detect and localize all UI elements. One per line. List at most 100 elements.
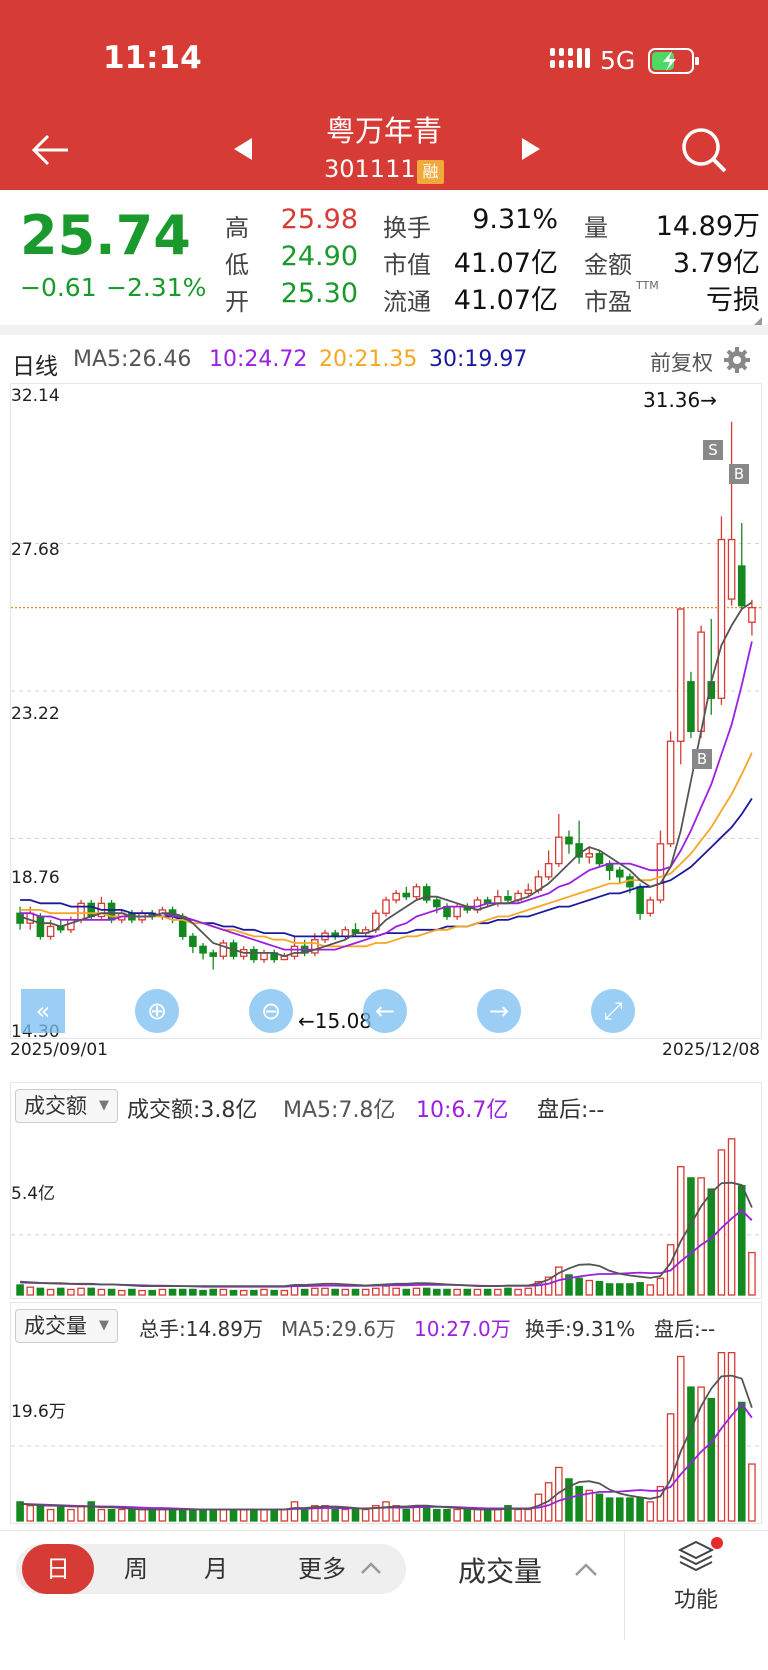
zoom-out-button[interactable]: ⊖ (249, 989, 293, 1033)
high-label: 高 (225, 214, 249, 242)
candle-body (382, 899, 390, 914)
layers-icon[interactable] (676, 1536, 726, 1580)
function-label[interactable]: 功能 (674, 1588, 719, 1613)
volume-bar (77, 1505, 85, 1522)
chart-header: 日线 MA5:26.46 10:24.72 20:21.35 30:19.97 … (0, 335, 768, 385)
volume-chart[interactable]: 成交量 ▼ 总手:14.89万 MA5:29.6万 10:27.0万 换手:9.3… (10, 1302, 762, 1524)
amount-bar (707, 1188, 716, 1296)
candle-body (636, 886, 644, 914)
volume-bar (707, 1397, 716, 1522)
candle-body (87, 902, 96, 918)
battery-icon (648, 47, 700, 75)
amount-bar (524, 1287, 533, 1296)
volume-bar (117, 1508, 126, 1522)
amount-bar (473, 1288, 482, 1296)
tab-month[interactable]: 月 (204, 1555, 228, 1583)
amount-bar (260, 1288, 268, 1296)
candle-body (219, 942, 228, 957)
candle-body (504, 896, 512, 901)
amount-bar (229, 1289, 238, 1296)
sell-marker[interactable]: S (703, 440, 723, 460)
candle-body (524, 889, 533, 895)
amount-ma5: MA5:7.8亿 (283, 1098, 396, 1123)
chevron-up-icon[interactable] (574, 1562, 598, 1578)
rewind-button[interactable]: « (21, 989, 65, 1033)
candle-body (585, 853, 594, 858)
low-label: 低 (225, 251, 249, 279)
volume-value: 14.89万 (655, 211, 760, 242)
amount-selector[interactable]: 成交额 ▼ (15, 1089, 118, 1123)
volume-bar (636, 1497, 644, 1522)
amount-bar (250, 1289, 258, 1296)
volume-bar (280, 1508, 289, 1522)
amount-bar (412, 1287, 421, 1296)
volume-bar (504, 1505, 512, 1522)
volume-ma10: 10:27.0万 (414, 1317, 511, 1341)
status-time: 11:14 (103, 40, 202, 76)
network-type: 5G (600, 46, 636, 75)
candle-body (422, 886, 431, 901)
candle-body (412, 886, 421, 898)
amount-bar (56, 1287, 65, 1296)
chevron-up-icon[interactable] (360, 1560, 382, 1576)
volume-bar (443, 1508, 451, 1522)
zoom-in-icon: ⊕ (146, 997, 168, 1025)
period-label[interactable]: 日线 (12, 354, 58, 380)
candle-body (199, 945, 207, 954)
candle-body (260, 952, 268, 961)
amount-selector-label: 成交额 (24, 1094, 87, 1118)
ma5-value: MA5:26.46 (73, 347, 192, 372)
zoom-in-button[interactable]: ⊕ (135, 989, 179, 1033)
candle-body (341, 929, 350, 938)
amount-bar (199, 1289, 207, 1296)
volume-bar (372, 1505, 380, 1522)
volume-bar (178, 1508, 187, 1522)
tab-day[interactable]: 日 (22, 1544, 94, 1594)
amount-bar (280, 1289, 289, 1296)
x-start-date: 2025/09/01 (10, 1040, 108, 1060)
candle-body (727, 538, 736, 600)
market-cap-value: 41.07亿 (453, 248, 558, 279)
tab-more[interactable]: 更多 (298, 1555, 346, 1583)
adjust-mode[interactable]: 前复权 (650, 351, 713, 375)
volume-selector[interactable]: 成交量 ▼ (15, 1309, 118, 1343)
volume-bar (56, 1505, 65, 1522)
price-change-pct: −2.31% (106, 273, 207, 302)
candle-body (748, 607, 756, 623)
tab-week[interactable]: 周 (124, 1555, 148, 1583)
amount-value: 成交额:3.8亿 (127, 1098, 258, 1123)
fullscreen-button[interactable]: ⤢ (591, 989, 635, 1033)
buy-marker[interactable]: B (692, 749, 712, 769)
amount-bar (97, 1288, 106, 1296)
next-stock-icon[interactable] (520, 136, 542, 162)
volume-bar (656, 1485, 665, 1522)
amount-chart[interactable]: 成交额 ▼ 成交额:3.8亿 MA5:7.8亿 10:6.7亿 盘后:-- 5.4… (10, 1082, 762, 1299)
volume-bar (351, 1508, 360, 1522)
back-arrow-icon[interactable] (28, 128, 72, 172)
buy-marker[interactable]: B (729, 464, 749, 484)
expand-corner-icon[interactable] (752, 312, 762, 327)
amount-bar (737, 1185, 746, 1296)
prev-stock-icon[interactable] (232, 136, 254, 162)
min-price-label: ←15.08 (298, 1009, 373, 1033)
market-cap-label: 市值 (383, 251, 431, 279)
volume-bar (402, 1508, 411, 1522)
indicator-selector[interactable]: 成交量 (458, 1555, 543, 1588)
volume-bar (87, 1501, 96, 1522)
volume-bar (331, 1508, 339, 1522)
price-change: −0.61 (20, 273, 97, 302)
amount-bar (534, 1280, 543, 1296)
bottom-toolbar: 日 周 月 更多 成交量 功能 (0, 1530, 768, 1670)
volume-bar (422, 1505, 431, 1522)
settings-gear-icon[interactable] (724, 347, 750, 373)
volume-bar (737, 1401, 746, 1522)
volume-turnover: 换手:9.31% (525, 1317, 636, 1341)
search-icon[interactable] (680, 126, 728, 174)
stock-name: 粤万年青 (325, 114, 442, 148)
scroll-left-button[interactable]: ← (363, 989, 407, 1033)
candle-body (46, 925, 55, 938)
pe-value: 亏损 (706, 285, 760, 316)
scroll-right-button[interactable]: → (477, 989, 521, 1033)
candlestick-chart[interactable]: 32.14 27.68 23.22 18.76 14.30 31.36→ ←15… (10, 383, 762, 1042)
amount-bar (128, 1288, 136, 1296)
